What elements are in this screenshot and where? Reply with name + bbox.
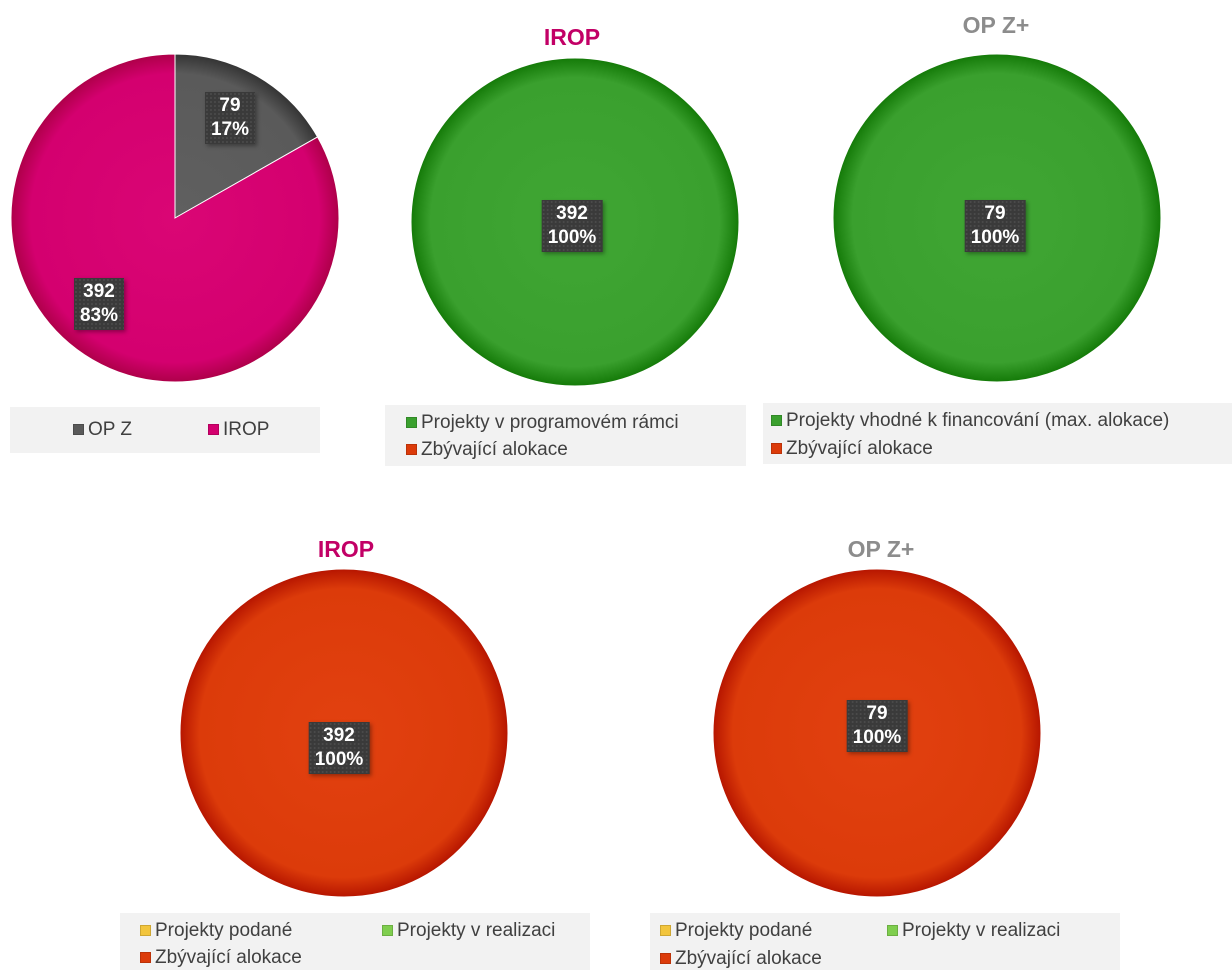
data-label-opz-eligible: 79 100% — [964, 200, 1026, 252]
legend-opz-eligible: Projekty vhodné k financování (max. alok… — [763, 403, 1232, 464]
legend-swatch-op-z — [73, 424, 84, 435]
data-label-opz-status: 79 100% — [846, 700, 908, 752]
legend-item-projekty-podane: Projekty podané — [660, 919, 812, 943]
legend-irop-framework: Projekty v programovém rámci Zbývající a… — [385, 405, 746, 466]
legend-swatch-green — [406, 417, 417, 428]
chart-title-opz-bottom: OP Z+ — [847, 536, 915, 562]
legend-opz-status: Projekty podané Projekty v realizaci Zbý… — [650, 913, 1120, 970]
legend-swatch-yellow — [660, 925, 671, 936]
data-label-irop-status: 392 100% — [308, 722, 370, 774]
legend-item-op-z: OP Z — [73, 418, 132, 442]
legend-item-irop: IROP — [208, 418, 269, 442]
legend-swatch-orange — [140, 952, 151, 963]
legend-swatch-yellow — [140, 925, 151, 936]
chart-title-irop-top: IROP — [543, 24, 601, 50]
legend-irop-status: Projekty podané Projekty v realizaci Zbý… — [120, 913, 590, 970]
legend-swatch-orange — [771, 443, 782, 454]
legend-item-zbyvajici-alokace: Zbývající alokace — [406, 438, 568, 462]
legend-swatch-lightgreen — [887, 925, 898, 936]
legend-item-projekty-v-programovem-ramci: Projekty v programovém rámci — [406, 411, 679, 435]
legend-overview: OP Z IROP — [10, 407, 320, 453]
legend-item-projekty-podane: Projekty podané — [140, 919, 292, 943]
legend-item-projekty-vhodne: Projekty vhodné k financování (max. alok… — [771, 409, 1169, 433]
legend-item-projekty-v-realizaci: Projekty v realizaci — [887, 919, 1060, 943]
chart-title-irop-bottom: IROP — [317, 536, 375, 562]
legend-swatch-irop — [208, 424, 219, 435]
data-label-op-z: 79 17% — [204, 92, 256, 144]
legend-swatch-orange — [406, 444, 417, 455]
legend-swatch-green — [771, 415, 782, 426]
legend-swatch-orange — [660, 953, 671, 964]
data-label-irop-framework: 392 100% — [541, 200, 603, 252]
data-label-irop: 392 83% — [73, 278, 125, 330]
legend-item-zbyvajici-alokace: Zbývající alokace — [660, 947, 822, 971]
legend-item-zbyvajici-alokace: Zbývající alokace — [140, 946, 302, 970]
legend-item-zbyvajici-alokace: Zbývající alokace — [771, 437, 933, 461]
chart-title-opz-top: OP Z+ — [962, 12, 1030, 38]
legend-item-projekty-v-realizaci: Projekty v realizaci — [382, 919, 555, 943]
legend-swatch-lightgreen — [382, 925, 393, 936]
